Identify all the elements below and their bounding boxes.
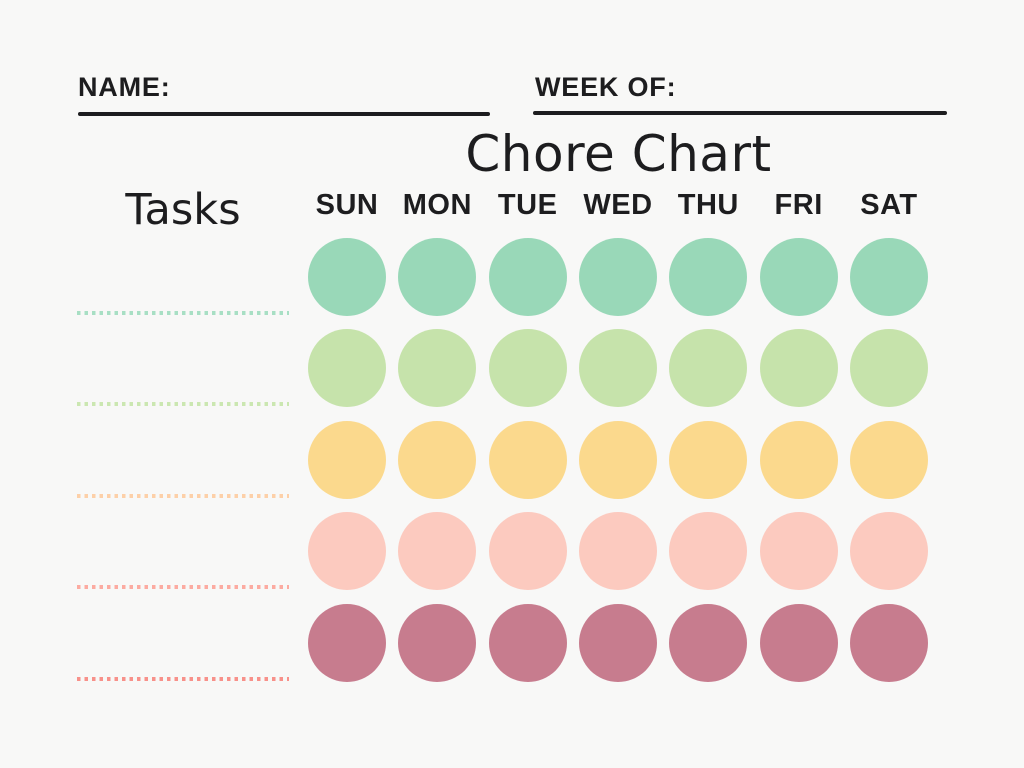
- chore-circle-row1-sun[interactable]: [308, 238, 386, 316]
- task-name-line-5[interactable]: [77, 676, 289, 681]
- chore-circle-row5-fri[interactable]: [759, 603, 838, 682]
- chore-circle-row5-thu[interactable]: [669, 603, 748, 682]
- chore-circle-row2-tue[interactable]: [488, 329, 567, 408]
- chore-circle-row4-fri[interactable]: [759, 512, 838, 591]
- chore-circle-row4-thu[interactable]: [669, 512, 748, 591]
- chore-circle-row5-tue[interactable]: [488, 603, 567, 682]
- week-of-input-line[interactable]: [533, 111, 947, 115]
- chore-circle-row4-wed[interactable]: [578, 512, 657, 591]
- chore-circle-row3-tue[interactable]: [488, 420, 567, 499]
- tasks-column-header: Tasks: [125, 185, 241, 235]
- chore-circle-row1-thu[interactable]: [669, 238, 748, 316]
- chore-circle-row1-sat[interactable]: [849, 238, 928, 316]
- chore-circle-row5-sat[interactable]: [849, 603, 928, 682]
- name-input-line[interactable]: [78, 112, 490, 116]
- week-of-label: WEEK OF:: [535, 72, 677, 102]
- task-name-line-4[interactable]: [77, 585, 289, 590]
- chore-circle-row5-wed[interactable]: [578, 603, 657, 682]
- chore-circle-row3-wed[interactable]: [578, 420, 657, 499]
- chore-circle-row1-tue[interactable]: [488, 238, 567, 316]
- chore-circle-row2-sat[interactable]: [849, 329, 928, 408]
- day-header-fri: FRI: [774, 189, 823, 221]
- chore-circle-row3-mon[interactable]: [398, 420, 477, 499]
- chore-circle-row4-sun[interactable]: [308, 512, 386, 591]
- chore-circle-row2-sun[interactable]: [308, 329, 386, 408]
- chore-circle-row1-fri[interactable]: [759, 238, 838, 316]
- day-header-thu: THU: [677, 189, 739, 221]
- chore-circle-row2-wed[interactable]: [578, 329, 657, 408]
- chore-circle-row4-sat[interactable]: [849, 512, 928, 591]
- chore-circle-row1-wed[interactable]: [578, 238, 657, 316]
- chore-circle-row3-fri[interactable]: [759, 420, 838, 499]
- chore-circle-row2-fri[interactable]: [759, 329, 838, 408]
- task-name-line-1[interactable]: [77, 311, 289, 315]
- day-header-sat: SAT: [860, 189, 918, 221]
- chore-circle-row4-tue[interactable]: [488, 512, 567, 591]
- chore-circle-row4-mon[interactable]: [398, 512, 477, 591]
- chore-circle-row3-thu[interactable]: [669, 420, 748, 499]
- chore-circle-row3-sun[interactable]: [308, 420, 386, 499]
- task-name-line-2[interactable]: [77, 402, 289, 407]
- day-header-tue: TUE: [497, 189, 558, 221]
- page-title: Chore Chart: [465, 125, 772, 183]
- day-header-mon: MON: [402, 189, 472, 221]
- chore-circle-row3-sat[interactable]: [849, 420, 928, 499]
- name-label: NAME:: [78, 72, 171, 102]
- chore-circle-row2-mon[interactable]: [398, 329, 477, 408]
- day-header-sun: SUN: [315, 189, 379, 221]
- task-name-line-3[interactable]: [77, 493, 289, 498]
- chore-circle-row1-mon[interactable]: [398, 238, 477, 316]
- chore-circle-row5-sun[interactable]: [308, 603, 386, 682]
- chore-circle-row5-mon[interactable]: [398, 603, 477, 682]
- day-header-wed: WED: [583, 189, 653, 221]
- chore-circle-row2-thu[interactable]: [669, 329, 748, 408]
